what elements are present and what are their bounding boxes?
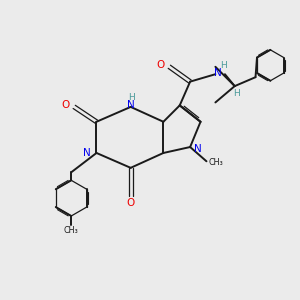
Text: H: H xyxy=(220,61,227,70)
Text: N: N xyxy=(194,143,201,154)
Text: CH₃: CH₃ xyxy=(208,158,224,167)
Text: CH₃: CH₃ xyxy=(64,226,79,235)
Text: H: H xyxy=(233,89,240,98)
Text: O: O xyxy=(127,198,135,208)
Text: O: O xyxy=(62,100,70,110)
Text: O: O xyxy=(157,60,165,70)
Text: N: N xyxy=(128,100,135,110)
Text: N: N xyxy=(214,68,222,78)
Text: H: H xyxy=(128,93,135,102)
Text: N: N xyxy=(83,148,91,158)
